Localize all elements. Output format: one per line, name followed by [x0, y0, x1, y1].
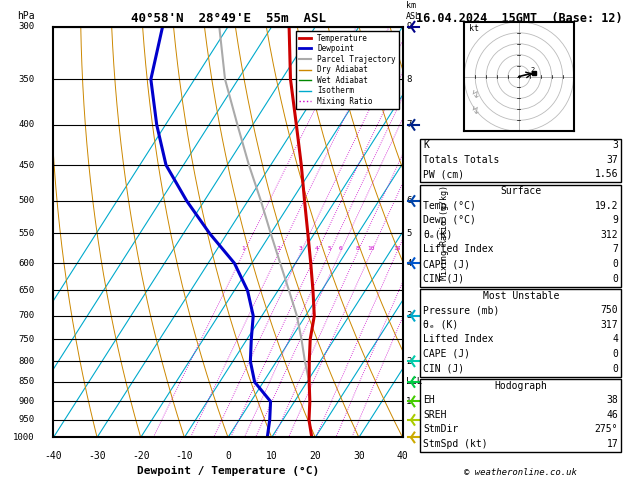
- Text: 1: 1: [406, 397, 411, 406]
- Text: StmDir: StmDir: [423, 424, 459, 434]
- Legend: Temperature, Dewpoint, Parcel Trajectory, Dry Adiabat, Wet Adiabat, Isotherm, Mi: Temperature, Dewpoint, Parcel Trajectory…: [296, 31, 399, 109]
- Text: CIN (J): CIN (J): [423, 274, 464, 284]
- Text: PW (cm): PW (cm): [423, 169, 464, 179]
- Text: Dewpoint / Temperature (°C): Dewpoint / Temperature (°C): [137, 466, 319, 476]
- Text: Temp (°C): Temp (°C): [423, 201, 476, 211]
- Text: Pressure (mb): Pressure (mb): [423, 305, 499, 315]
- Text: 40: 40: [397, 451, 408, 461]
- Text: 0: 0: [613, 259, 618, 269]
- Text: CIN (J): CIN (J): [423, 364, 464, 374]
- Text: ↯: ↯: [471, 90, 480, 101]
- Text: 4: 4: [406, 259, 411, 268]
- Text: 19.2: 19.2: [595, 201, 618, 211]
- Text: 0: 0: [613, 349, 618, 359]
- Text: 1.56: 1.56: [595, 169, 618, 179]
- Text: EH: EH: [423, 395, 435, 405]
- Text: 300: 300: [18, 22, 34, 31]
- Text: Hodograph: Hodograph: [494, 381, 547, 391]
- Text: 7: 7: [613, 244, 618, 255]
- Text: 46: 46: [606, 410, 618, 420]
- Text: 850: 850: [18, 378, 34, 386]
- Text: 1: 1: [242, 246, 245, 251]
- Text: CAPE (J): CAPE (J): [423, 349, 470, 359]
- Text: 7: 7: [406, 121, 411, 129]
- Text: 400: 400: [18, 121, 34, 129]
- Text: 800: 800: [18, 357, 34, 366]
- Text: -30: -30: [88, 451, 106, 461]
- Text: 600: 600: [18, 259, 34, 268]
- Text: 350: 350: [18, 75, 34, 84]
- Text: 9: 9: [613, 215, 618, 226]
- Text: 38: 38: [606, 395, 618, 405]
- Text: 1000: 1000: [13, 433, 34, 442]
- Text: 16.04.2024  15GMT  (Base: 12): 16.04.2024 15GMT (Base: 12): [416, 12, 622, 25]
- Text: 275°: 275°: [595, 424, 618, 434]
- Text: 2: 2: [277, 246, 281, 251]
- Text: CAPE (J): CAPE (J): [423, 259, 470, 269]
- Text: © weatheronline.co.uk: © weatheronline.co.uk: [464, 468, 577, 477]
- Text: 4: 4: [613, 334, 618, 345]
- Text: km
ASL: km ASL: [406, 1, 421, 20]
- Text: 3: 3: [406, 311, 411, 320]
- Text: Lifted Index: Lifted Index: [423, 244, 494, 255]
- Text: 37: 37: [606, 155, 618, 165]
- Text: hPa: hPa: [16, 11, 34, 20]
- Text: Dewp (°C): Dewp (°C): [423, 215, 476, 226]
- Text: Mixing Ratio (g/kg): Mixing Ratio (g/kg): [440, 185, 449, 279]
- Text: 700: 700: [18, 311, 34, 320]
- Text: 0: 0: [225, 451, 231, 461]
- Text: 0: 0: [613, 274, 618, 284]
- Text: 15: 15: [393, 246, 400, 251]
- Text: Totals Totals: Totals Totals: [423, 155, 499, 165]
- Text: 20: 20: [309, 451, 321, 461]
- Text: K: K: [423, 140, 429, 150]
- Text: 0: 0: [613, 364, 618, 374]
- Text: 750: 750: [18, 335, 34, 344]
- Text: LCL: LCL: [406, 378, 422, 386]
- Text: 8: 8: [355, 246, 359, 251]
- Text: 9: 9: [406, 22, 411, 31]
- Text: 8: 8: [406, 75, 411, 84]
- Text: 2: 2: [531, 67, 535, 73]
- Text: 5: 5: [328, 246, 331, 251]
- Text: SREH: SREH: [423, 410, 447, 420]
- Text: Lifted Index: Lifted Index: [423, 334, 494, 345]
- Text: StmSpd (kt): StmSpd (kt): [423, 439, 488, 449]
- Text: θₑ(K): θₑ(K): [423, 230, 453, 240]
- Text: -20: -20: [132, 451, 150, 461]
- Text: 6: 6: [406, 196, 411, 206]
- Text: Surface: Surface: [500, 186, 542, 196]
- Text: 3: 3: [299, 246, 303, 251]
- Text: 4: 4: [314, 246, 318, 251]
- Text: 950: 950: [18, 416, 34, 424]
- Text: -40: -40: [45, 451, 62, 461]
- Text: 30: 30: [353, 451, 365, 461]
- Text: kt: kt: [469, 24, 479, 33]
- Text: 650: 650: [18, 286, 34, 295]
- Text: 10: 10: [367, 246, 375, 251]
- Text: 17: 17: [606, 439, 618, 449]
- Text: 750: 750: [601, 305, 618, 315]
- Text: Most Unstable: Most Unstable: [482, 291, 559, 301]
- Text: 450: 450: [18, 160, 34, 170]
- Text: 2: 2: [406, 357, 411, 366]
- Text: 317: 317: [601, 320, 618, 330]
- Text: 6: 6: [338, 246, 342, 251]
- Text: 5: 5: [406, 229, 411, 238]
- Text: -10: -10: [175, 451, 193, 461]
- Text: 10: 10: [266, 451, 277, 461]
- Text: 550: 550: [18, 229, 34, 238]
- Text: ↯: ↯: [471, 106, 480, 116]
- Text: 40°58'N  28°49'E  55m  ASL: 40°58'N 28°49'E 55m ASL: [130, 12, 326, 25]
- Text: 900: 900: [18, 397, 34, 406]
- Text: 3: 3: [613, 140, 618, 150]
- Text: θₑ (K): θₑ (K): [423, 320, 459, 330]
- Text: 500: 500: [18, 196, 34, 206]
- Text: 312: 312: [601, 230, 618, 240]
